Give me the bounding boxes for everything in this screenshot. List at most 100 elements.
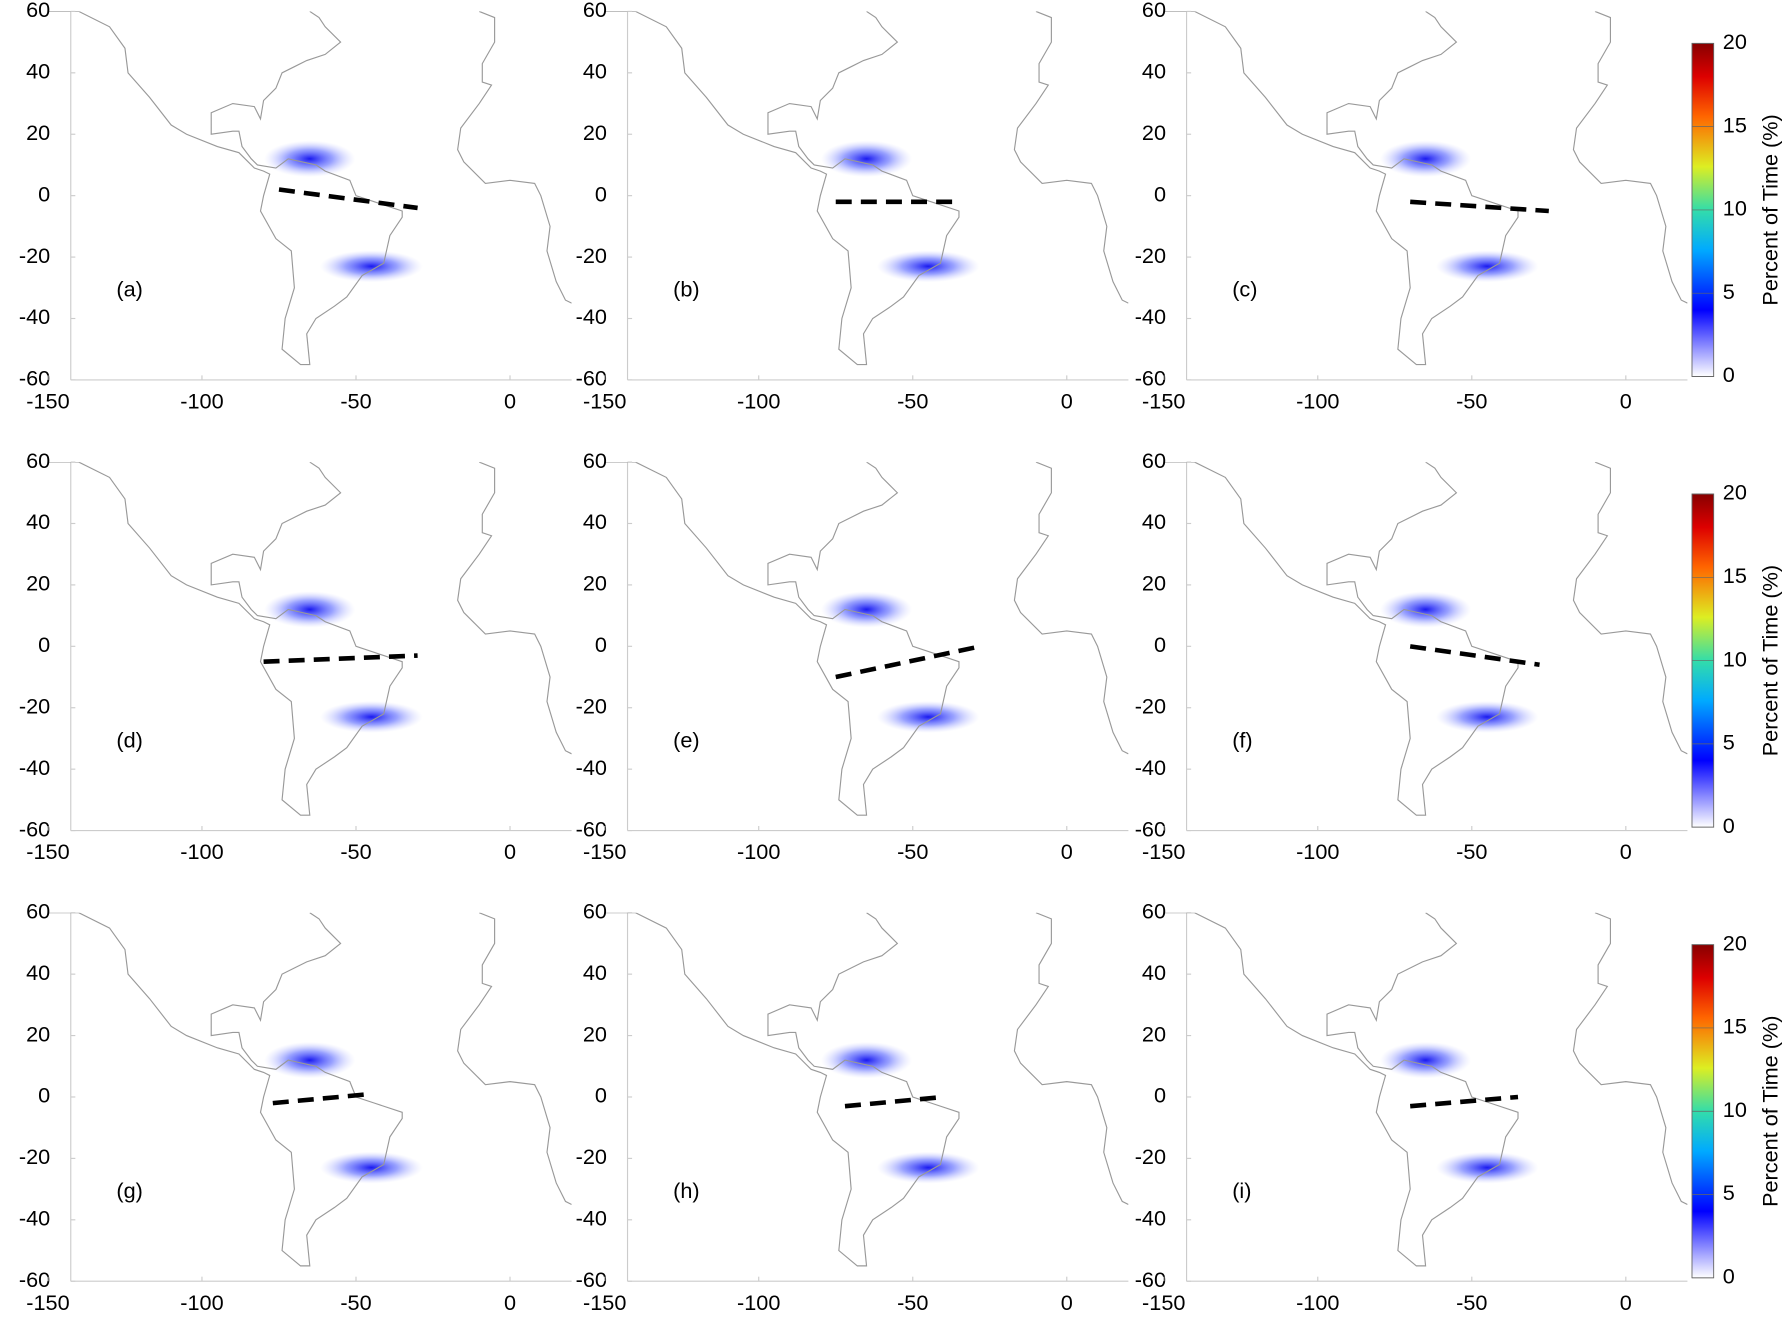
map-area	[1163, 912, 1688, 1267]
y-tick-label: 20	[583, 120, 607, 145]
panel-label: (f)	[1232, 727, 1252, 752]
map-area	[604, 11, 1129, 366]
coastline	[1013, 11, 1129, 304]
y-tick-label: 40	[26, 960, 50, 985]
x-tick-label: -50	[340, 388, 371, 413]
y-tick-label: -60	[1135, 1267, 1166, 1292]
y-tick-label: -40	[1135, 304, 1166, 329]
density-blob	[876, 1151, 980, 1184]
density-blob	[264, 1041, 356, 1079]
y-tick-label: 20	[1142, 120, 1166, 145]
y-tick-label: 60	[1142, 448, 1166, 473]
x-tick-label: -100	[1296, 839, 1339, 864]
y-tick-label: -40	[576, 755, 607, 780]
x-tick-label: 0	[1061, 388, 1073, 413]
coastline	[457, 462, 572, 755]
x-tick-label: -100	[180, 839, 223, 864]
map-area	[47, 912, 572, 1267]
density-blob	[1435, 700, 1539, 733]
y-tick-label: -20	[1135, 693, 1166, 718]
density-blob	[1379, 140, 1472, 178]
map-panel: -60 -40 -20 0 20 40 60 -150 -100 -50 0 (b)	[576, 0, 1129, 413]
x-tick-label: 0	[1620, 1290, 1632, 1315]
colorbar-tick-label: 15	[1723, 112, 1747, 137]
density-blob	[876, 700, 980, 733]
y-tick-label: 40	[1142, 960, 1166, 985]
colorbar-tick-label: 10	[1723, 1097, 1747, 1122]
y-tick-label: -60	[576, 366, 607, 391]
x-tick-label: -100	[737, 1290, 780, 1315]
y-tick-label: 20	[583, 571, 607, 596]
x-tick-label: 0	[1061, 839, 1073, 864]
panel-label: (i)	[1232, 1178, 1251, 1203]
x-tick-label: -150	[583, 388, 626, 413]
y-tick-label: -60	[1135, 366, 1166, 391]
x-tick-label: -150	[26, 388, 69, 413]
colorbar: 0 5 10 15 20 Percent of Time (%)	[1691, 480, 1783, 838]
y-tick-label: -60	[19, 366, 50, 391]
density-blob	[320, 250, 423, 283]
colorbar-tick-label: 10	[1723, 646, 1747, 671]
y-tick-label: -20	[1135, 1144, 1166, 1169]
y-tick-label: -40	[19, 755, 50, 780]
map-area	[604, 462, 1129, 816]
y-tick-label: 60	[583, 448, 607, 473]
y-tick-label: -60	[1135, 816, 1166, 841]
density-blob	[264, 140, 356, 178]
map-panel: -60 -40 -20 0 20 40 60 -150 -100 -50 0 (h)	[576, 898, 1129, 1315]
colorbar-tick-label: 20	[1723, 480, 1747, 505]
density-blob	[820, 591, 913, 628]
x-tick-label: -150	[1142, 388, 1185, 413]
x-tick-label: -150	[1142, 839, 1185, 864]
y-tick-label: -40	[1135, 755, 1166, 780]
x-tick-label: 0	[1620, 839, 1632, 864]
y-tick-label: 60	[1142, 0, 1166, 22]
coastline	[457, 11, 572, 304]
map-panel: -60 -40 -20 0 20 40 60 -150 -100 -50 0 (i)	[1135, 898, 1688, 1315]
panel-label: (b)	[673, 277, 699, 302]
coastline	[47, 11, 403, 366]
coastline	[1163, 11, 1519, 366]
x-tick-label: -50	[1456, 388, 1487, 413]
panel-label: (h)	[673, 1178, 699, 1203]
dashed-line	[1409, 1094, 1519, 1109]
y-tick-label: 20	[26, 571, 50, 596]
y-tick-label: 60	[26, 0, 50, 22]
map-area	[1163, 462, 1688, 816]
x-tick-label: -50	[1456, 839, 1487, 864]
panel-label: (c)	[1232, 277, 1257, 302]
map-panel: -60 -40 -20 0 20 40 60 -150 -100 -50 0 (d)	[19, 448, 572, 864]
y-tick-label: 40	[583, 960, 607, 985]
coastline	[604, 462, 960, 816]
colorbar: 0 5 10 15 20 Percent of Time (%)	[1691, 930, 1783, 1289]
map-panel: -60 -40 -20 0 20 40 60 -150 -100 -50 0 (f)	[1135, 448, 1688, 864]
y-tick-label: 20	[1142, 571, 1166, 596]
y-tick-label: 0	[595, 1083, 607, 1108]
colorbar-tick-label: 5	[1723, 730, 1735, 755]
y-tick-label: -20	[19, 693, 50, 718]
y-tick-label: -20	[1135, 243, 1166, 268]
x-tick-label: 0	[504, 839, 516, 864]
density-blob	[820, 140, 913, 178]
colorbar-tick-label: 20	[1723, 29, 1747, 54]
y-tick-label: 60	[583, 898, 607, 923]
x-tick-label: -100	[737, 839, 780, 864]
y-tick-label: -40	[1135, 1206, 1166, 1231]
y-tick-label: 20	[26, 1021, 50, 1046]
density-blob	[820, 1041, 913, 1079]
panel-label: (d)	[116, 727, 142, 752]
dashed-line	[1410, 199, 1549, 214]
colorbar: 0 5 10 15 20 Percent of Time (%)	[1691, 29, 1783, 387]
density-blob	[320, 1151, 423, 1184]
density-blob	[876, 250, 980, 283]
density-blob	[1379, 591, 1472, 628]
x-tick-label: -150	[26, 839, 69, 864]
x-tick-label: -150	[1142, 1290, 1185, 1315]
colorbar-label: Percent of Time (%)	[1758, 114, 1783, 305]
coastline	[457, 912, 572, 1205]
x-tick-label: -100	[180, 388, 223, 413]
x-tick-label: -100	[1296, 388, 1339, 413]
x-tick-label: 0	[1061, 1290, 1073, 1315]
x-tick-label: -50	[897, 1290, 928, 1315]
